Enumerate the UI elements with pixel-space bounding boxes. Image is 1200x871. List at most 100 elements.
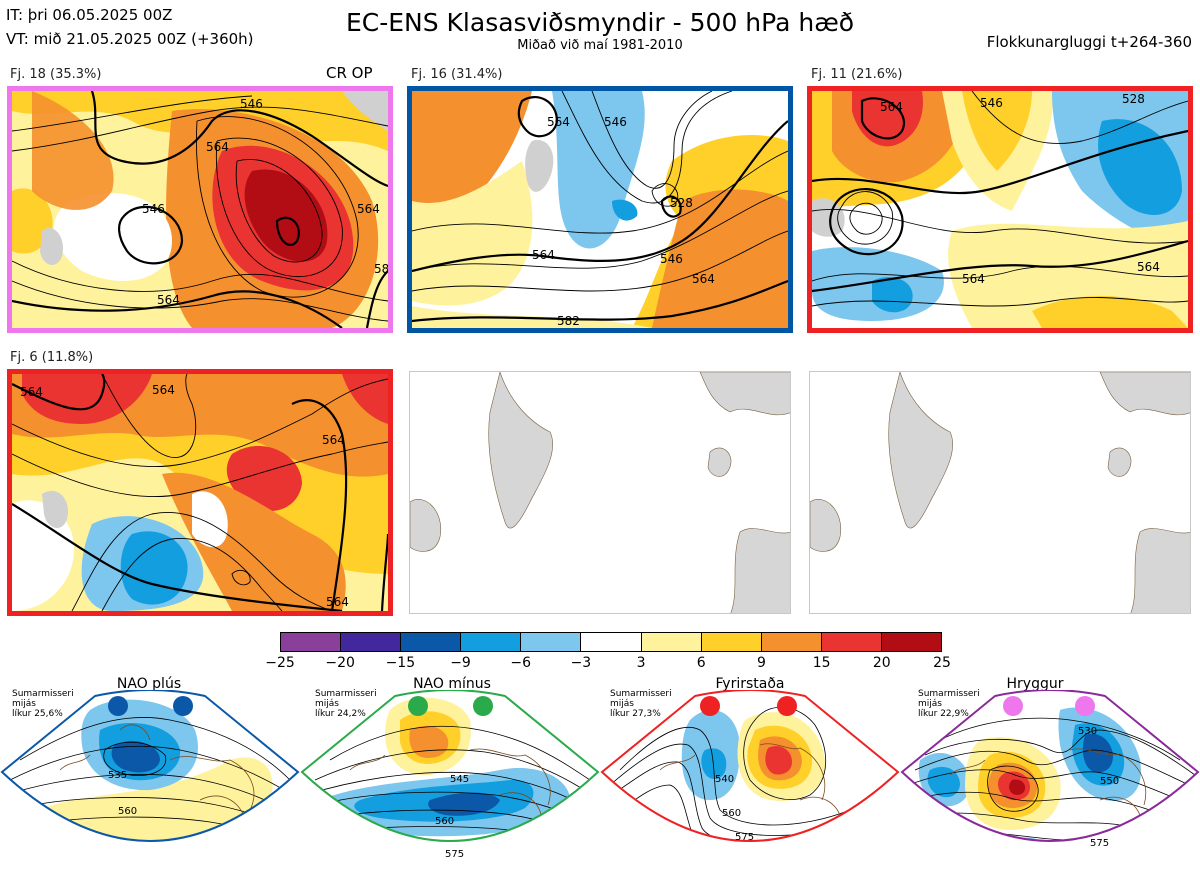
regime-4-median: mijás <box>918 699 942 709</box>
regime-1-dot-right <box>173 696 193 716</box>
regime-3-name: Fyrirstaða <box>715 676 785 692</box>
cluster-2-label: Fj. 16 (31.4%) <box>411 67 503 82</box>
regime-1-season: Sumarmisseri <box>12 689 74 699</box>
cluster-3-contour-label: 564 <box>880 100 903 114</box>
regime-1-median: mijás <box>12 699 36 709</box>
regime-3-map: 540 560 575 <box>600 690 900 843</box>
colorbar-tick-label: 9 <box>756 655 766 671</box>
regime-2-note: Sumarmisseri mijás líkur 24,2% <box>315 689 377 719</box>
colorbar-tick-label: 25 <box>933 655 951 671</box>
cluster-1-label: Fj. 18 (35.3%) <box>10 67 102 82</box>
empty-map-6 <box>809 371 1191 614</box>
empty-map-5 <box>409 371 791 614</box>
regime-3-season: Sumarmisseri <box>610 689 672 699</box>
regime-4-map: 530 550 575 <box>900 690 1200 849</box>
regime-4-name: Hryggur <box>1006 676 1064 692</box>
cluster-2-contour-label: 564 <box>532 248 555 262</box>
valid-time: VT: mið 21.05.2025 00Z (+360h) <box>6 30 254 48</box>
page-subtitle: Miðað við maí 1981-2010 <box>517 38 683 53</box>
regime-2-map: 545 560 575 <box>300 690 600 860</box>
cluster-1-map: 546 564 546 564 564 58 <box>7 86 393 333</box>
regime-4-dot-right <box>1075 696 1095 716</box>
cluster-1-tag: CR OP <box>326 64 373 82</box>
colorbar-tick-label: −9 <box>450 655 471 671</box>
colorbar-tick-label: −15 <box>385 655 416 671</box>
cluster-2-contour-label: 564 <box>547 115 570 129</box>
regime-2-dot-left <box>408 696 428 716</box>
regime-4-contour-label: 530 <box>1078 726 1097 737</box>
cluster-2-contour-label: 546 <box>604 115 627 129</box>
colorbar-segment <box>761 633 822 651</box>
colorbar-tick-label: 6 <box>696 655 706 671</box>
cluster-4-label: Fj. 6 (11.8%) <box>10 350 94 365</box>
regime-3-contour-label: 575 <box>735 832 754 843</box>
regime-4-note: Sumarmisseri mijás líkur 22,9% <box>918 689 980 719</box>
regime-2-name: NAO mínus <box>413 676 491 692</box>
regime-1-dot-left <box>108 696 128 716</box>
colorbar-tick-label: −20 <box>325 655 355 671</box>
colorbar-segment <box>701 633 762 651</box>
cluster-1-contour-label: 564 <box>357 202 380 216</box>
regime-3-contour-label: 540 <box>715 774 734 785</box>
regime-2-contour-label: 545 <box>450 774 469 785</box>
regime-3-dot-right <box>777 696 797 716</box>
cluster-1-contour-label: 58 <box>374 262 388 276</box>
cluster-2-contour-label: 528 <box>670 196 693 210</box>
regime-2-median: mijás <box>315 699 339 709</box>
regime-2-season: Sumarmisseri <box>315 689 377 699</box>
colorbar-segment <box>521 633 582 651</box>
colorbar-segment <box>821 633 882 651</box>
regime-1-name: NAO plús <box>116 676 182 692</box>
colorbar-tick-label: 20 <box>872 655 891 671</box>
cluster-4-contour-label: 564 <box>20 385 43 399</box>
colorbar-segment <box>401 633 462 651</box>
colorbar-tick-label: −25 <box>265 655 295 671</box>
regime-3-prob: líkur 27,3% <box>610 709 661 719</box>
colorbar-tick-label: −3 <box>570 655 592 671</box>
cluster-3-map: 564 546 528 564 564 <box>807 86 1193 333</box>
cluster-4-contour-label: 564 <box>152 383 175 397</box>
cluster-3-contour-label: 564 <box>1137 260 1160 274</box>
cluster-3-contour-label: 546 <box>980 96 1003 110</box>
regime-2-dot-right <box>473 696 493 716</box>
colorbar-segment <box>881 633 942 651</box>
regime-1-contour-label: 560 <box>118 806 137 817</box>
regime-4-prob: líkur 22,9% <box>918 709 969 719</box>
cluster-1-contour-label: 546 <box>142 202 165 216</box>
colorbar-segment <box>281 633 342 651</box>
regime-3-median: mijás <box>610 699 634 709</box>
colorbar-segment <box>461 633 522 651</box>
cluster-3-contour-label: 528 <box>1122 92 1145 106</box>
cluster-3-contour-label: 564 <box>962 272 985 286</box>
cluster-1-contour-label: 564 <box>206 140 229 154</box>
cluster-1-contour-label: 564 <box>157 293 180 307</box>
cluster-2-map: 546 564 528 546 564 564 582 <box>407 86 793 333</box>
regime-3-dot-left <box>700 696 720 716</box>
colorbar-tick-label: 15 <box>812 655 831 671</box>
cluster-4-map: 564 564 564 564 <box>7 369 393 616</box>
page-title: EC-ENS Klasasviðsmyndir - 500 hPa hæð <box>345 8 855 37</box>
colorbar-tick-label: −6 <box>510 655 532 671</box>
regime-4-contour-label: 550 <box>1100 776 1119 787</box>
regime-2-contour-label: 575 <box>445 849 464 860</box>
regime-2-prob: líkur 24,2% <box>315 709 366 719</box>
cluster-3-label: Fj. 11 (21.6%) <box>811 67 903 82</box>
regime-1-map: 535 560 <box>0 690 300 842</box>
regime-4-season: Sumarmisseri <box>918 689 980 699</box>
cluster-4-contour-label: 564 <box>326 595 349 609</box>
colorbar-tick-label: 3 <box>636 655 646 671</box>
colorbar-segment <box>641 633 702 651</box>
cluster-1-contour-label: 546 <box>240 97 263 111</box>
colorbar-segment <box>341 633 402 651</box>
colorbar-segment <box>581 633 642 651</box>
regime-1-contour-label: 535 <box>108 770 127 781</box>
classification-window: Flokkunargluggi t+264-360 <box>986 33 1192 51</box>
regime-3-contour-label: 560 <box>722 808 741 819</box>
cluster-2-contour-label: 546 <box>660 252 683 266</box>
colorbar <box>280 632 942 652</box>
cluster-4-contour-label: 564 <box>322 433 345 447</box>
regime-1-note: Sumarmisseri mijás líkur 25,6% <box>12 689 74 719</box>
cluster-2-contour-label: 564 <box>692 272 715 286</box>
cluster-2-contour-label: 582 <box>557 314 580 328</box>
regime-4-dot-left <box>1003 696 1023 716</box>
